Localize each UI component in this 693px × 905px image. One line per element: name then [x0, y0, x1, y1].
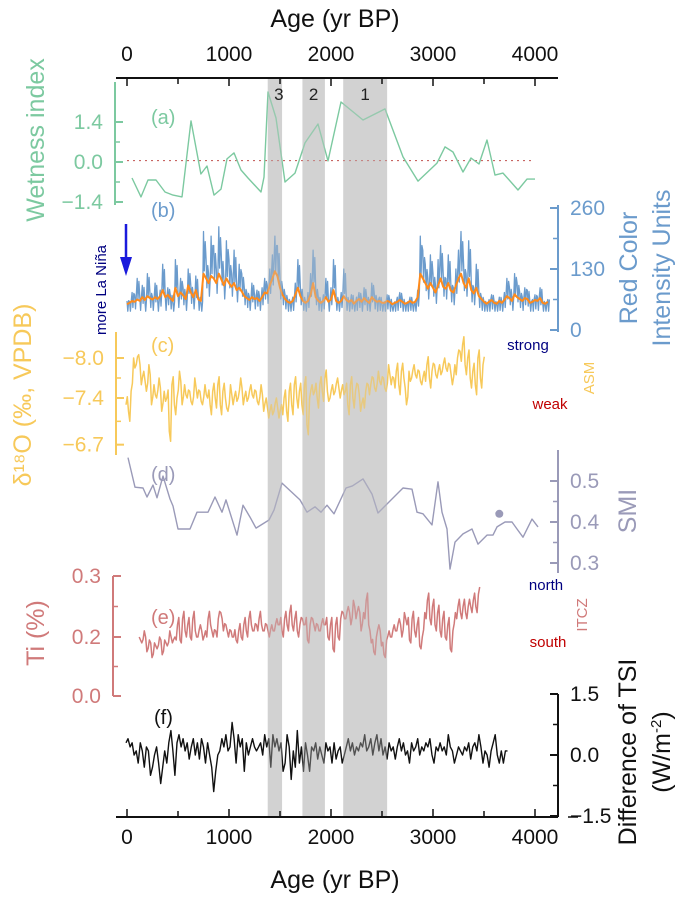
y-tick-label-d: 0.5 [570, 470, 599, 493]
asm-weak-label: weak [531, 396, 568, 413]
smi-marker [495, 509, 504, 518]
y-tick-label-c: −8.0 [63, 347, 104, 370]
y-tick-label-b: 0 [570, 319, 582, 342]
ti-line [138, 586, 481, 659]
panel-label-a: (a) [151, 107, 175, 129]
panel-label-d: (d) [151, 464, 175, 486]
y-tick-label-e: 0.2 [72, 626, 101, 649]
y-tick-label-f: −1.5 [570, 805, 611, 828]
wetness-index-line [131, 91, 535, 198]
y-tick-label-c: −7.4 [63, 387, 105, 410]
axes: 1.40.0−1.4 2601300−8.0−7.4−6.70.50.40.30.… [62, 43, 612, 849]
x-tick-label-bottom: 4000 [512, 826, 559, 849]
x-tick-label-bottom: 3000 [410, 826, 457, 849]
tsi-unit-close: ) [648, 711, 676, 719]
red-color-smoothed-line [126, 270, 549, 306]
panel-label-c: (c) [151, 335, 174, 357]
itcz-north-label: north [529, 577, 563, 594]
red-color-axis-title-line2: Intensity Units [648, 189, 676, 346]
band-overlay-3 [267, 79, 283, 817]
data-series [125, 91, 551, 793]
y-tick-label-d: 0.3 [570, 552, 599, 575]
panel-label-f: (f) [154, 707, 173, 729]
highlight-bands-overlay: 3 2 1 [267, 79, 388, 817]
down-arrow-icon [120, 224, 132, 276]
x-tick-label-top: 0 [121, 43, 133, 66]
y-tick-label-e: 0.0 [72, 685, 101, 708]
asm-side-title: ASM [581, 362, 598, 395]
d18o-axis-title: δ¹⁸O (‰, VPDB) [9, 304, 37, 487]
y-tick-label-a: −1.4 [62, 191, 104, 214]
itcz-south-label: south [530, 634, 567, 651]
red-color-axis-title-line1: Red Color [615, 212, 643, 325]
band-label-2: 2 [309, 85, 318, 104]
tsi-axis-title-line2: (W/m-2) [648, 711, 676, 792]
panel-label-b: (b) [151, 200, 175, 222]
y-tick-label-a: 0.0 [74, 151, 103, 174]
tsi-line [125, 721, 508, 793]
la-nina-annotation: more La Niña [93, 244, 110, 335]
highlight-bands [267, 79, 388, 817]
y-tick-label-a: 1.4 [74, 111, 104, 134]
x-tick-label-top: 4000 [512, 43, 559, 66]
x-axis-title-bottom: Age (yr BP) [270, 866, 399, 894]
y-tick-label-d: 0.4 [570, 511, 600, 534]
band-overlay-2 [302, 79, 325, 817]
y-tick-label-b: 260 [570, 197, 605, 220]
y-tick-label-e: 0.3 [72, 565, 101, 588]
panel-label-e: (e) [151, 607, 175, 629]
x-tick-label-bottom: 1000 [206, 826, 253, 849]
x-tick-label-bottom: 0 [121, 826, 133, 849]
band-label-1: 1 [360, 85, 369, 104]
band-label-3: 3 [274, 85, 283, 104]
x-tick-label-top: 3000 [410, 43, 457, 66]
x-axis-title-top: Age (yr BP) [270, 5, 399, 33]
band-1 [343, 79, 388, 817]
band-2 [302, 79, 325, 817]
d18o-line [125, 335, 486, 443]
asm-strong-label: strong [507, 337, 549, 354]
itcz-side-title: ITCZ [574, 598, 591, 631]
smi-line [127, 457, 539, 570]
x-tick-label-top: 2000 [308, 43, 355, 66]
wetness-axis-title: Wetness index [22, 58, 50, 222]
tsi-unit-sup: -2 [648, 720, 665, 733]
tsi-axis-title-line1: Difference of TSI [614, 659, 642, 846]
tsi-unit: (W/m [648, 733, 676, 793]
smi-axis-title: SMI [614, 489, 642, 533]
y-tick-label-c: −6.7 [63, 434, 104, 457]
red-color-raw-line [126, 226, 551, 312]
y-tick-label-b: 130 [570, 258, 605, 281]
band-overlay-1 [343, 79, 388, 817]
x-tick-label-top: 1000 [206, 43, 253, 66]
y-tick-label-f: 0.0 [570, 744, 599, 767]
ti-axis-title: Ti (%) [22, 600, 50, 666]
x-tick-label-bottom: 2000 [308, 826, 355, 849]
y-tick-label-f: 1.5 [570, 683, 599, 706]
